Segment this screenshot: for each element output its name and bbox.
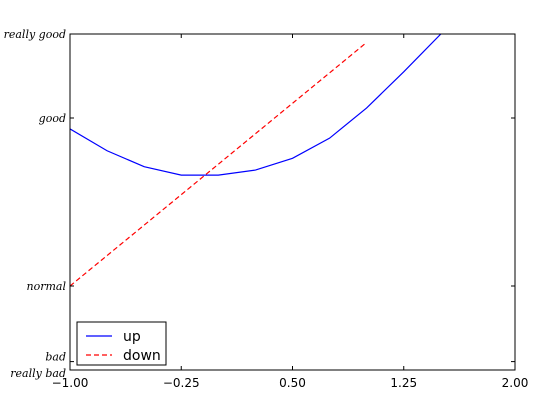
y-tick-label: normal <box>27 280 67 293</box>
legend-box <box>76 321 167 366</box>
legend-label-up: up <box>123 329 141 345</box>
y-tick-label: really good <box>4 28 66 41</box>
x-tick-label: 2.00 <box>502 376 529 390</box>
y-tick-label: bad <box>45 351 66 364</box>
y-tick-label: good <box>39 112 66 125</box>
x-tick-label: 1.25 <box>390 376 417 390</box>
x-tick-label: −1.00 <box>52 376 89 390</box>
x-tick-label: −0.25 <box>163 376 200 390</box>
plot-area <box>70 34 515 370</box>
legend-label-down: down <box>123 348 161 364</box>
series-line-up <box>70 34 442 176</box>
y-tick-label: really bad <box>10 367 66 380</box>
x-tick-label: 0.50 <box>279 376 306 390</box>
